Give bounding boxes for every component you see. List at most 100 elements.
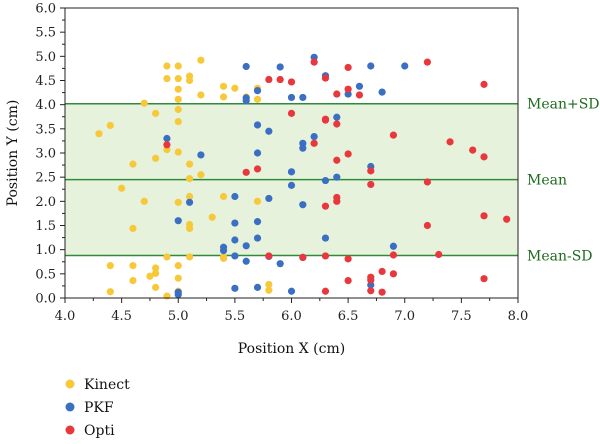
point-kinect-12 [152, 109, 160, 117]
point-opti-15 [321, 252, 330, 260]
point-kinect-42 [197, 91, 205, 99]
point-pkf-9 [231, 219, 239, 227]
point-kinect-0 [95, 130, 103, 138]
point-opti-32 [367, 287, 375, 295]
point-opti-23 [344, 85, 352, 93]
point-kinect-26 [174, 105, 182, 114]
point-opti-44 [480, 80, 488, 88]
point-kinect-10 [140, 197, 148, 205]
y-tick-label: 0.5 [35, 267, 56, 282]
point-pkf-11 [231, 252, 239, 260]
point-opti-29 [367, 180, 375, 189]
point-kinect-29 [174, 198, 182, 206]
point-kinect-49 [219, 254, 228, 262]
x-tick-label: 6.0 [281, 309, 302, 324]
point-kinect-39 [185, 224, 194, 232]
point-kinect-5 [129, 160, 137, 168]
point-kinect-11 [146, 272, 154, 280]
point-pkf-0 [163, 134, 171, 143]
point-kinect-20 [163, 253, 171, 261]
x-tick-label: 7.5 [451, 309, 472, 324]
point-opti-26 [344, 277, 352, 285]
point-opti-21 [333, 197, 341, 205]
point-kinect-16 [152, 283, 160, 291]
y-tick-label: 0.0 [35, 292, 56, 307]
point-pkf-8 [231, 192, 239, 201]
point-kinect-54 [253, 197, 262, 205]
point-kinect-4 [118, 184, 126, 192]
point-kinect-44 [208, 213, 216, 221]
point-pkf-47 [367, 62, 375, 70]
point-kinect-13 [152, 154, 160, 162]
y-tick-label: 4.5 [35, 74, 56, 89]
point-kinect-1 [106, 121, 114, 130]
point-opti-31 [367, 276, 375, 284]
point-pkf-17 [242, 257, 250, 265]
point-opti-17 [333, 90, 341, 98]
point-pkf-15 [242, 97, 250, 105]
point-pkf-35 [299, 144, 307, 152]
point-opti-25 [344, 255, 352, 263]
point-pkf-18 [253, 87, 262, 95]
x-tick-label: 5.5 [225, 309, 246, 324]
point-pkf-21 [253, 218, 262, 226]
point-pkf-19 [253, 121, 262, 129]
reference-line-labels: Mean+SD Mean Mean-SD [527, 97, 600, 265]
point-pkf-32 [287, 287, 296, 295]
data-points-layer [95, 53, 511, 300]
point-opti-35 [389, 131, 398, 139]
point-opti-0 [163, 141, 171, 149]
point-kinect-25 [174, 95, 182, 103]
point-kinect-50 [231, 84, 239, 92]
y-tick-label: 6.0 [35, 2, 56, 17]
point-kinect-53 [253, 95, 262, 103]
point-opti-11 [321, 74, 330, 82]
point-opti-1 [242, 168, 250, 176]
legend-label-pkf: PKF [84, 400, 114, 416]
point-kinect-9 [140, 99, 148, 107]
point-kinect-15 [152, 269, 160, 277]
point-opti-36 [389, 251, 398, 259]
point-pkf-4 [185, 198, 194, 206]
point-kinect-31 [174, 274, 182, 282]
point-kinect-8 [129, 277, 137, 285]
point-pkf-39 [310, 132, 318, 141]
point-opti-42 [446, 138, 454, 146]
point-pkf-24 [265, 127, 273, 135]
point-opti-40 [423, 221, 431, 230]
point-opti-19 [333, 156, 341, 164]
point-pkf-28 [276, 260, 284, 268]
point-opti-38 [423, 58, 431, 66]
point-opti-5 [276, 75, 284, 84]
point-opti-16 [321, 287, 330, 295]
point-pkf-30 [287, 168, 296, 176]
point-opti-39 [423, 178, 431, 186]
point-pkf-22 [253, 234, 262, 242]
point-opti-47 [480, 275, 488, 283]
point-pkf-23 [253, 283, 262, 291]
point-pkf-5 [197, 151, 205, 159]
x-axis-title: Position X (cm) [238, 341, 345, 357]
point-pkf-52 [401, 62, 409, 70]
point-opti-7 [287, 109, 296, 117]
point-opti-33 [378, 267, 386, 276]
point-kinect-6 [129, 224, 137, 232]
point-pkf-13 [242, 62, 250, 71]
point-kinect-28 [174, 148, 182, 156]
point-kinect-35 [185, 160, 194, 168]
point-kinect-22 [174, 62, 182, 70]
point-pkf-7 [219, 247, 228, 255]
point-kinect-45 [219, 82, 228, 90]
point-opti-8 [299, 253, 307, 261]
point-kinect-41 [197, 56, 205, 64]
point-pkf-50 [378, 88, 386, 96]
y-tick-label: 1.0 [35, 243, 56, 258]
y-axis-ticks: 0.0 0.5 1.0 1.5 2.0 2.5 3.0 3.5 4.0 4.5 5.0 5.5 6.0 [35, 2, 65, 307]
point-opti-22 [344, 63, 352, 72]
point-pkf-27 [276, 63, 284, 71]
point-pkf-46 [355, 82, 364, 90]
point-pkf-41 [321, 176, 330, 185]
reference-line-label: Mean-SD [527, 248, 593, 264]
x-tick-label: 4.0 [55, 309, 76, 324]
